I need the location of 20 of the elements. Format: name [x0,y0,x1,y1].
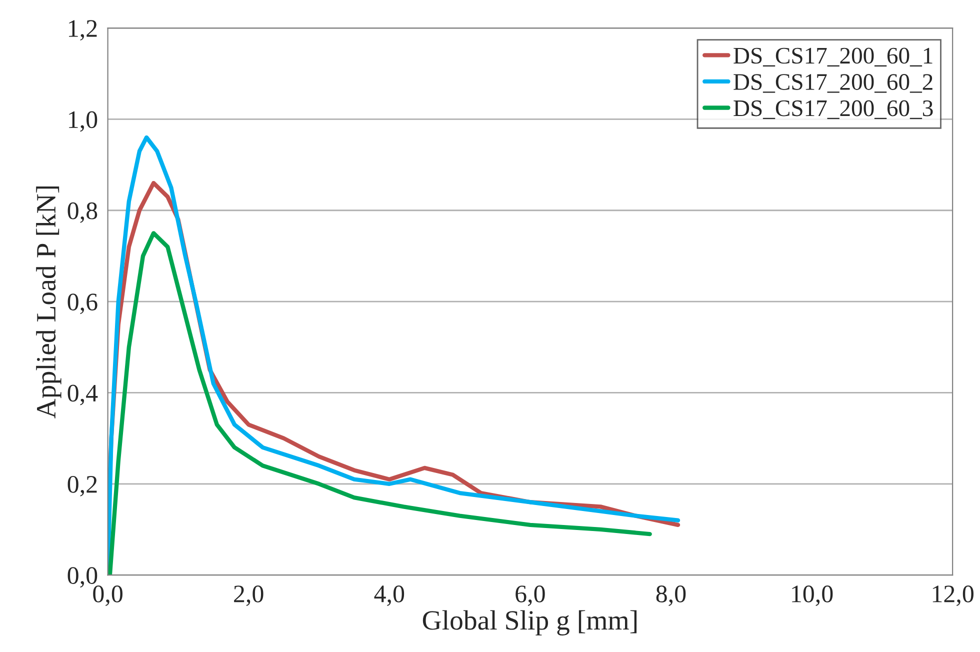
y-tick-label: 1,2 [69,20,97,41]
legend-label: DS_CS17_200_60_2 [734,74,932,93]
x-tick-label: 2,0 [234,586,264,606]
y-tick-label: 0,8 [68,202,98,223]
x-tick-label: 8,0 [656,586,686,606]
y-axis-title: Applied Load P [kN] [36,186,62,418]
line-series [108,231,652,576]
x-tick-label: 0,0 [93,586,122,606]
y-tick-label: 0,6 [68,294,98,314]
x-tick-label: 6,0 [516,586,545,606]
x-axis-title: Global Slip g [mm] [422,610,637,636]
x-tick-label: 4,0 [374,586,404,606]
y-tick-label: 0,2 [68,476,97,496]
y-tick-label: 0,4 [68,384,98,406]
y-tick-label: 0,0 [68,567,98,588]
y-tick-label: 1,0 [69,111,98,132]
legend-label: DS_CS17_200_60_1 [734,48,932,66]
x-tick-label: 10,0 [792,586,833,606]
x-tick-label: 12,0 [932,586,974,606]
legend-label: DS_CS17_200_60_3 [734,100,933,120]
